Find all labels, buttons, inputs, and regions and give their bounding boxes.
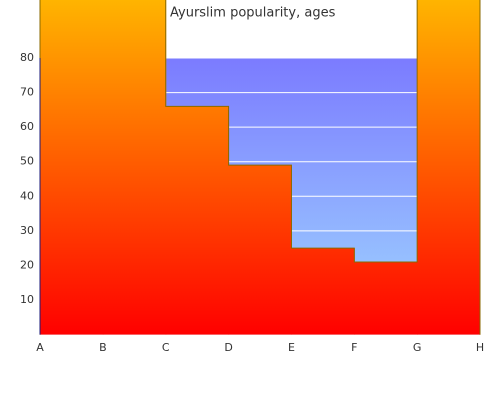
chart-title: Ayurslim popularity, ages [170, 6, 336, 21]
step-area-segment [228, 165, 292, 335]
x-tick-label: A [36, 341, 44, 354]
y-tick-label: 70 [20, 86, 34, 99]
y-tick-label: 50 [20, 155, 34, 168]
x-tick-label: G [413, 341, 422, 354]
x-tick-label: C [162, 341, 170, 354]
y-tick-label: 30 [20, 224, 34, 237]
step-area-segment [102, 0, 167, 335]
step-area-segment [417, 0, 481, 335]
y-tick-label: 20 [20, 258, 34, 271]
step-area-segment [354, 261, 418, 335]
y-tick-label: 10 [20, 293, 34, 306]
text-layer: Ayurslim popularity, ages 10 20 30 40 50 60 70… [20, 6, 484, 355]
x-tick-label: F [351, 341, 357, 354]
step-area-segment [291, 248, 355, 335]
marks-layer [39, 0, 481, 335]
x-tick-label: D [224, 341, 232, 354]
y-tick-label: 80 [20, 51, 34, 64]
step-area-segment [165, 106, 230, 335]
area-outline [39, 0, 481, 335]
y-tick-label: 40 [20, 189, 34, 202]
x-tick-label: E [288, 341, 295, 354]
y-tick-label: 60 [20, 120, 34, 133]
step-area-segment [40, 0, 104, 335]
x-tick-label: H [476, 341, 484, 354]
x-tick-label: B [99, 341, 107, 354]
